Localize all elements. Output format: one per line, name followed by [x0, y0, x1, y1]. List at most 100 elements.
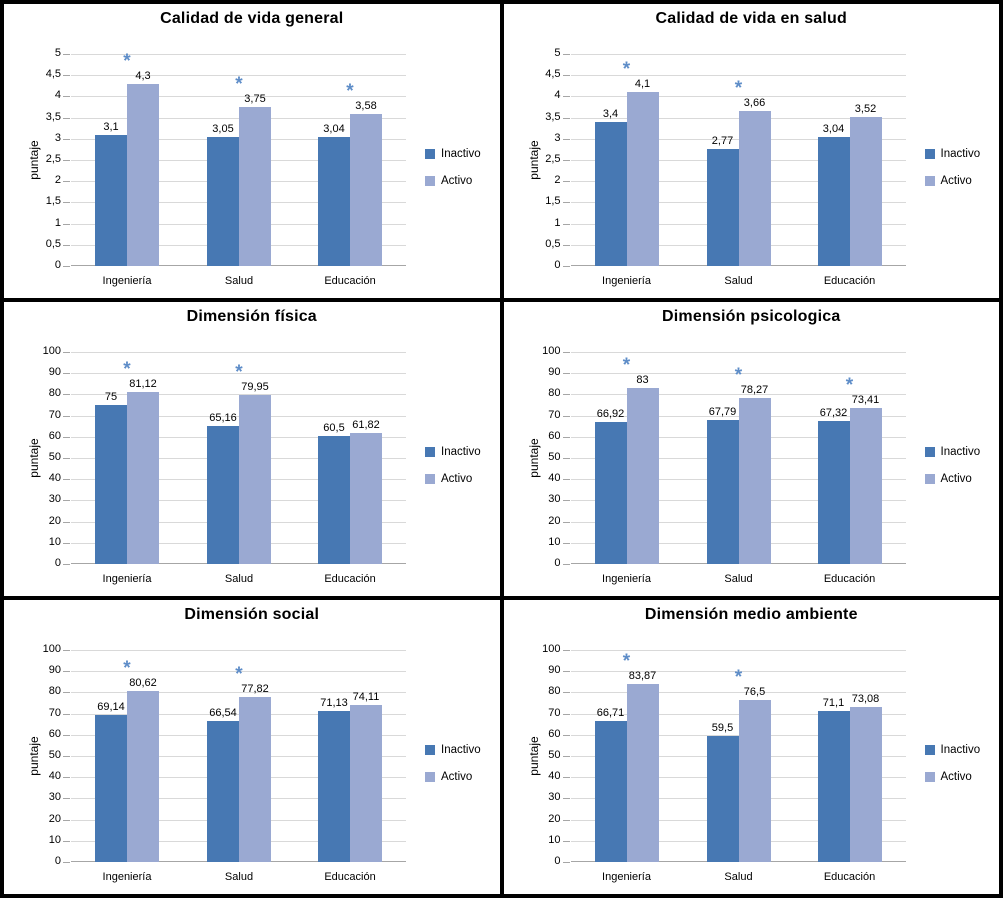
- legend-swatch-inactivo: [924, 745, 935, 755]
- legend-swatch-inactivo: [425, 149, 435, 159]
- data-label-inactivo: 71,1: [822, 697, 845, 709]
- chart-panel-4: Dimensión psicologica puntaje 66,92 83 * 67,7…: [503, 302, 999, 596]
- data-label-activo: 80,62: [129, 677, 157, 689]
- y-axis-tick: [63, 650, 70, 651]
- y-tick-label: 2: [554, 174, 561, 186]
- legend: Inactivo Activo: [425, 148, 481, 202]
- y-axis-tick: [63, 479, 70, 480]
- y-tick-label: 3: [554, 132, 561, 144]
- x-category-label: Educación: [823, 573, 876, 585]
- significance-asterisk: *: [235, 74, 243, 95]
- significance-asterisk: *: [622, 59, 631, 80]
- chart-title: Dimensión física: [186, 308, 317, 325]
- y-tick-label: 2: [54, 174, 61, 186]
- y-tick-label: 30: [548, 791, 561, 803]
- bar-inactivo: [207, 426, 239, 564]
- y-axis-tick: [562, 139, 570, 140]
- y-axis-tick: [63, 394, 70, 395]
- y-axis-tick: [562, 820, 570, 821]
- data-label-inactivo: 66,54: [209, 707, 237, 719]
- bar-activo: [738, 111, 771, 266]
- y-tick-label: 50: [548, 749, 561, 761]
- bar-inactivo: [594, 721, 627, 862]
- plot-area: 66,92 83 * 67,79 78,27 * 67,32 73,41 *: [570, 352, 906, 564]
- legend-label-activo: Activo: [441, 771, 473, 783]
- bar-inactivo: [817, 137, 850, 266]
- legend-label-inactivo: Inactivo: [441, 148, 481, 160]
- y-tick-label: 60: [548, 728, 561, 740]
- legend-item-activo: Activo: [425, 473, 481, 485]
- y-tick-label: 70: [548, 409, 561, 421]
- bar-activo: [127, 691, 159, 862]
- y-tick-label: 40: [48, 770, 61, 782]
- y-gridline: [71, 416, 406, 417]
- y-axis-tick: [63, 437, 70, 438]
- data-label-activo: 76,5: [743, 686, 766, 698]
- legend: Inactivo Activo: [425, 744, 481, 798]
- y-tick-label: 10: [548, 536, 561, 548]
- y-axis-tick: [562, 777, 570, 778]
- x-category-label: Salud: [224, 573, 254, 585]
- legend-item-inactivo: Inactivo: [924, 446, 980, 458]
- y-axis-tick: [562, 756, 570, 757]
- y-axis-tick: [63, 181, 70, 182]
- y-axis-tick: [63, 777, 70, 778]
- y-axis-tick: [63, 373, 70, 374]
- data-label-activo: 4,3: [135, 70, 151, 82]
- data-label-inactivo: 71,13: [320, 697, 348, 709]
- y-tick-label: 0,5: [45, 238, 61, 250]
- y-axis-tick: [63, 96, 70, 97]
- bar-inactivo: [318, 137, 350, 266]
- y-axis-tick: [562, 181, 570, 182]
- y-tick-label: 3,5: [45, 111, 61, 123]
- y-tick-label: 0: [54, 259, 61, 271]
- significance-asterisk: *: [235, 362, 243, 383]
- y-tick-label: 0,5: [545, 238, 561, 250]
- data-label-inactivo: 3,1: [103, 121, 119, 133]
- y-axis-tick: [63, 416, 70, 417]
- y-tick-label: 20: [48, 515, 61, 527]
- bar-inactivo: [594, 122, 627, 266]
- bar-inactivo: [95, 715, 127, 862]
- y-axis-tick: [63, 798, 70, 799]
- y-axis-tick: [562, 160, 570, 161]
- y-axis-tick: [562, 352, 570, 353]
- y-gridline: [71, 692, 406, 693]
- y-tick-label: 50: [48, 749, 61, 761]
- y-axis-tick: [63, 692, 70, 693]
- data-label-activo: 83: [636, 374, 649, 386]
- bar-inactivo: [817, 711, 850, 862]
- y-gridline: [570, 139, 906, 140]
- chart-panel-6: Dimensión medio ambiente puntaje 66,71 83,8…: [503, 600, 999, 894]
- y-axis-tick: [562, 500, 570, 501]
- y-tick-label: 4,5: [545, 68, 561, 80]
- y-gridline: [570, 373, 906, 374]
- y-axis-tick: [562, 479, 570, 480]
- x-category-label: Ingeniería: [602, 573, 651, 585]
- data-label-activo: 78,27: [740, 384, 769, 396]
- legend-item-inactivo: Inactivo: [425, 446, 481, 458]
- y-axis-tick: [63, 352, 70, 353]
- data-label-activo: 3,52: [854, 103, 877, 115]
- y-tick-label: 50: [48, 451, 61, 463]
- data-label-activo: 73,08: [851, 693, 880, 705]
- y-tick-label: 40: [48, 472, 61, 484]
- bar-inactivo: [95, 405, 127, 564]
- legend-item-inactivo: Inactivo: [924, 744, 980, 756]
- legend: Inactivo Activo: [924, 446, 980, 500]
- y-tick-label: 30: [548, 493, 561, 505]
- data-label-inactivo: 69,14: [97, 701, 125, 713]
- plot-area: 75 81,12 * 65,16 79,95 * 60,5 61,82: [71, 352, 406, 564]
- data-label-inactivo: 3,04: [822, 123, 845, 135]
- bar-inactivo: [594, 422, 627, 564]
- y-tick-label: 20: [548, 813, 561, 825]
- y-gridline: [570, 352, 906, 353]
- y-tick-label: 70: [548, 707, 561, 719]
- y-tick-label: 0: [554, 855, 561, 867]
- y-axis-tick: [562, 543, 570, 544]
- y-tick-label: 90: [48, 664, 61, 676]
- significance-asterisk: *: [734, 365, 743, 386]
- chart-panel-1: Calidad de vida general puntaje 3,1 4,3 * 3,0…: [4, 4, 500, 298]
- legend-swatch-inactivo: [425, 447, 435, 457]
- bar-activo: [626, 92, 659, 266]
